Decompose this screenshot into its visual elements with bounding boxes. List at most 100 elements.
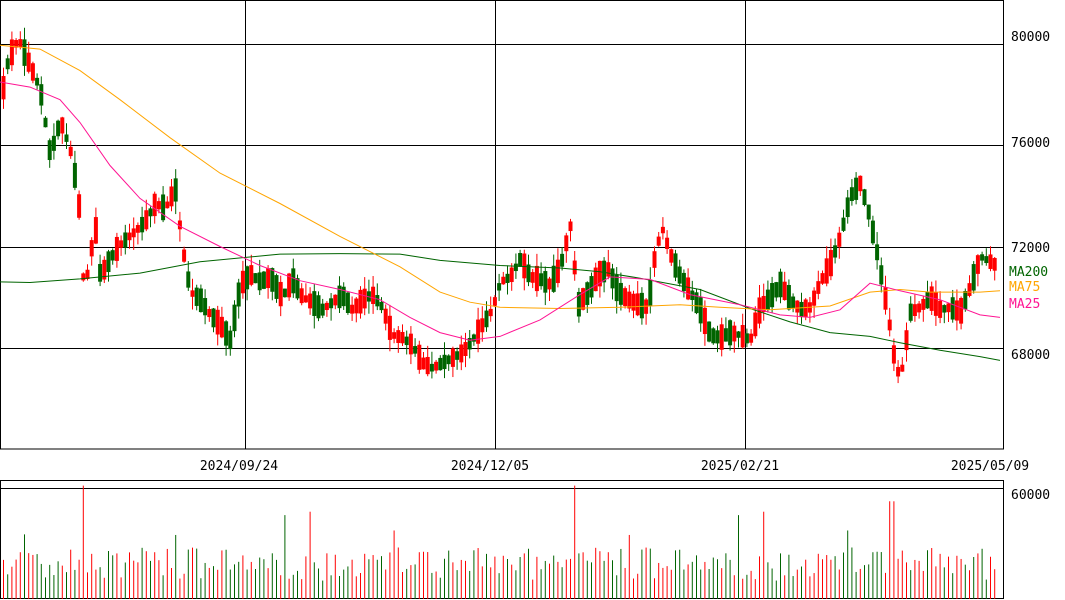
candlestick: [917, 301, 922, 319]
candle-body: [278, 281, 283, 307]
candlestick: [938, 291, 943, 324]
candle-body: [631, 293, 636, 311]
series-line-ma200: [0, 253, 1001, 361]
candlestick: [215, 305, 220, 346]
candle-body: [434, 361, 439, 371]
candle-body: [442, 354, 447, 370]
candlestick: [824, 246, 829, 287]
candlestick: [152, 191, 157, 224]
candlestick: [308, 287, 313, 315]
candle-body: [560, 253, 565, 267]
price-panel: [0, 0, 1004, 450]
candlestick: [324, 301, 329, 317]
candlestick: [375, 283, 380, 311]
candle-body: [140, 216, 145, 233]
candlestick: [795, 300, 800, 325]
candlestick: [312, 284, 317, 329]
candlestick: [707, 321, 712, 343]
candle-body: [404, 336, 409, 346]
candlestick: [438, 355, 443, 371]
candlestick: [396, 326, 401, 353]
candlestick: [770, 276, 775, 313]
candlestick: [144, 199, 149, 232]
candle-body: [350, 304, 355, 314]
candlestick: [72, 150, 77, 191]
candle-body: [891, 345, 896, 364]
candle-body: [606, 262, 611, 277]
candle-body: [803, 299, 808, 318]
candlestick: [732, 321, 737, 353]
price-plot-frame: [0, 0, 1004, 450]
candle-body: [917, 303, 922, 313]
candle-body: [1, 76, 6, 100]
candle-body: [450, 348, 455, 367]
legend-ma25: MA25: [1009, 297, 1040, 312]
candlestick: [749, 329, 754, 346]
candle-body: [618, 282, 623, 305]
candlestick: [316, 291, 321, 322]
candlestick: [354, 297, 359, 323]
candle-body: [371, 286, 376, 305]
candlestick: [60, 116, 65, 144]
candlestick: [887, 307, 892, 337]
candle-body: [551, 265, 556, 292]
candle-body: [18, 39, 23, 48]
candlestick: [1, 67, 6, 109]
candlestick: [673, 249, 678, 282]
candlestick: [912, 294, 917, 322]
candle-body: [320, 303, 325, 316]
price-tick-label: 68000: [1011, 348, 1050, 363]
candlestick: [740, 313, 745, 349]
candle-body: [740, 325, 745, 348]
candle-body: [312, 291, 317, 316]
candle-body: [60, 117, 65, 134]
candlestick: [421, 351, 426, 370]
candle-body: [85, 269, 90, 279]
candlestick: [711, 327, 716, 345]
candlestick: [975, 254, 980, 287]
candle-body: [291, 268, 296, 294]
candle-body: [182, 249, 187, 262]
candle-body: [896, 366, 901, 377]
candlestick: [845, 189, 850, 224]
candlestick: [81, 272, 86, 282]
candlestick: [333, 294, 338, 310]
candlestick: [522, 249, 527, 291]
candle-body: [732, 325, 737, 342]
candlestick: [597, 260, 602, 298]
candle-body: [379, 301, 384, 311]
candlestick: [110, 248, 115, 265]
candlestick: [492, 295, 497, 308]
candlestick: [98, 254, 103, 287]
candlestick: [610, 263, 615, 300]
candlestick: [539, 262, 544, 290]
candle-body: [308, 293, 313, 309]
candle-body: [110, 250, 115, 261]
candle-body: [602, 260, 607, 283]
candle-body: [761, 295, 766, 313]
candle-body: [694, 292, 699, 314]
candlestick: [408, 326, 413, 365]
price-tick-label: 80000: [1011, 30, 1050, 45]
candle-body: [30, 63, 35, 81]
candle-body: [245, 266, 250, 290]
candle-body: [228, 330, 233, 350]
candlestick: [875, 232, 880, 270]
candle-body: [152, 193, 157, 217]
candlestick: [282, 288, 287, 298]
candle-body: [539, 273, 544, 287]
candle-body: [946, 303, 951, 313]
candlestick: [572, 251, 577, 281]
candle-body: [408, 333, 413, 355]
candle-body: [421, 357, 426, 370]
candle-body: [656, 236, 661, 246]
candle-body: [938, 300, 943, 318]
candlestick: [30, 61, 35, 84]
candlestick: [908, 296, 913, 323]
candle-body: [686, 277, 691, 300]
candlestick: [102, 256, 107, 284]
candlestick: [450, 346, 455, 378]
candle-body: [236, 282, 241, 307]
candlestick: [148, 206, 153, 228]
candlestick: [463, 332, 468, 368]
